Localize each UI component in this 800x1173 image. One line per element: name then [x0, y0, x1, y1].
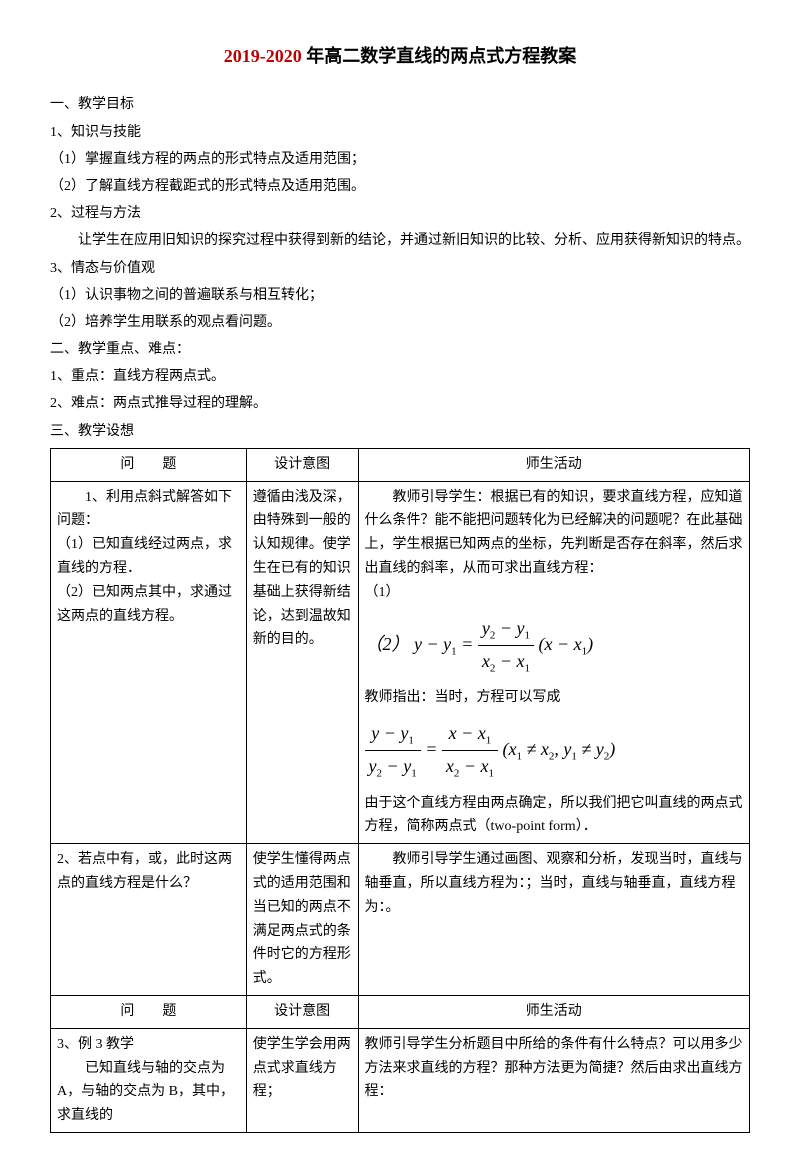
a1-e: 由于这个直线方程由两点确定，所以我们把它叫直线的两点式方程，简称两点式（two-… — [365, 792, 743, 840]
cell-q3: 3、例 3 教学 已知直线与轴的交点为 A，与轴的交点为 B，其中，求直线的 — [51, 1028, 247, 1132]
table-row: 3、例 3 教学 已知直线与轴的交点为 A，与轴的交点为 B，其中，求直线的 使… — [51, 1028, 750, 1132]
item-2a: 让学生在应用旧知识的探究过程中获得到新的结论，并通过新旧知识的比较、分析、应用获… — [50, 228, 750, 253]
a1-b: （1） — [365, 581, 743, 605]
q3-a: 3、例 3 教学 — [57, 1033, 240, 1057]
cell-a3: 教师引导学生分析题目中所给的条件有什么特点？可以用多少方法来求直线的方程？那种方… — [358, 1028, 749, 1132]
a1-a: 教师引导学生：根据已有的知识，要求直线方程，应知道什么条件？能不能把问题转化为已… — [365, 486, 743, 581]
heading-3: 三、教学设想 — [50, 419, 750, 444]
th-activity-2: 师生活动 — [358, 995, 749, 1028]
table-header-row-2: 问 题 设计意图 师生活动 — [51, 995, 750, 1028]
cell-a1: 教师引导学生：根据已有的知识，要求直线方程，应知道什么条件？能不能把问题转化为已… — [358, 481, 749, 844]
a1-c: （2） — [365, 634, 410, 654]
item-4: 1、重点：直线方程两点式。 — [50, 364, 750, 389]
item-1a: （1）掌握直线方程的两点的形式特点及适用范围； — [50, 147, 750, 172]
item-3a: （1）认识事物之间的普遍联系与相互转化； — [50, 283, 750, 308]
q1-b: （1）已知直线经过两点，求直线的方程． — [57, 533, 240, 581]
lesson-table: 问 题 设计意图 师生活动 1、利用点斜式解答如下问题： （1）已知直线经过两点… — [50, 448, 750, 1133]
cell-i1: 遵循由浅及深，由特殊到一般的认知规律。使学生在已有的知识基础上获得新结论，达到温… — [246, 481, 358, 844]
q3-b: 已知直线与轴的交点为 A，与轴的交点为 B，其中，求直线的 — [57, 1057, 240, 1128]
item-5: 2、难点：两点式推导过程的理解。 — [50, 391, 750, 416]
th-activity: 师生活动 — [358, 448, 749, 481]
cell-q1: 1、利用点斜式解答如下问题： （1）已知直线经过两点，求直线的方程． （2）已知… — [51, 481, 247, 844]
cell-i2: 使学生懂得两点式的适用范围和当已知的两点不满足两点式的条件时它的方程形式。 — [246, 844, 358, 996]
table-header-row: 问 题 设计意图 师生活动 — [51, 448, 750, 481]
th-question-2: 问 题 — [51, 995, 247, 1028]
heading-2: 二、教学重点、难点： — [50, 337, 750, 362]
th-intent: 设计意图 — [246, 448, 358, 481]
item-2: 2、过程与方法 — [50, 201, 750, 226]
item-1: 1、知识与技能 — [50, 120, 750, 145]
cell-i3: 使学生学会用两点式求直线方程； — [246, 1028, 358, 1132]
item-1b: （2）了解直线方程截距式的形式特点及适用范围。 — [50, 174, 750, 199]
cell-a2: 教师引导学生通过画图、观察和分析，发现当时，直线与轴垂直，所以直线方程为：；当时… — [358, 844, 749, 996]
title-text: 年高二数学直线的两点式方程教案 — [302, 46, 577, 66]
th-question: 问 题 — [51, 448, 247, 481]
q1-a: 1、利用点斜式解答如下问题： — [57, 486, 240, 534]
table-row: 2、若点中有，或，此时这两点的直线方程是什么？ 使学生懂得两点式的适用范围和当已… — [51, 844, 750, 996]
table-row: 1、利用点斜式解答如下问题： （1）已知直线经过两点，求直线的方程． （2）已知… — [51, 481, 750, 844]
item-3b: （2）培养学生用联系的观点看问题。 — [50, 310, 750, 335]
item-3: 3、情态与价值观 — [50, 256, 750, 281]
page-title: 2019-2020 年高二数学直线的两点式方程教案 — [50, 40, 750, 72]
a1-d: 教师指出：当时，方程可以写成 — [365, 686, 743, 710]
th-intent-2: 设计意图 — [246, 995, 358, 1028]
heading-1: 一、教学目标 — [50, 92, 750, 117]
formula-2: y − y1y2 − y1 = x − x1x2 − x1 (x1 ≠ x2, … — [365, 718, 743, 784]
cell-q2: 2、若点中有，或，此时这两点的直线方程是什么？ — [51, 844, 247, 996]
formula-1: （2） y − y1 = y2 − y1x2 − x1 (x − x1) — [365, 613, 743, 679]
title-year: 2019-2020 — [224, 46, 302, 66]
q1-c: （2）已知两点其中，求通过这两点的直线方程。 — [57, 581, 240, 629]
